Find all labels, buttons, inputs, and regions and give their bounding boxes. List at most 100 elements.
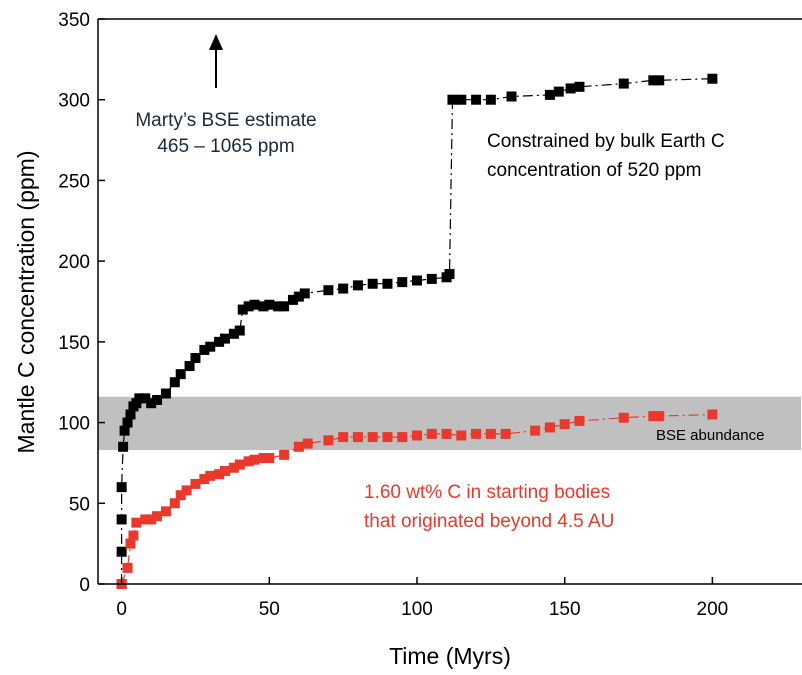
point bbox=[654, 75, 665, 86]
y-axis-title: Mantle C concentration (ppm) bbox=[13, 151, 39, 454]
point bbox=[125, 538, 136, 549]
point bbox=[299, 288, 310, 299]
point bbox=[279, 301, 290, 312]
point bbox=[214, 469, 225, 480]
point bbox=[553, 86, 564, 97]
point bbox=[323, 285, 334, 296]
y-tick-label: 200 bbox=[58, 252, 90, 273]
point bbox=[264, 299, 275, 310]
point bbox=[128, 530, 139, 541]
point bbox=[199, 344, 210, 355]
point bbox=[181, 485, 192, 496]
point bbox=[707, 73, 718, 84]
point bbox=[485, 428, 496, 439]
point bbox=[160, 506, 171, 517]
point bbox=[214, 336, 225, 347]
point bbox=[118, 441, 129, 452]
point bbox=[220, 466, 231, 476]
x-tick-label: 0 bbox=[116, 599, 127, 620]
point bbox=[648, 75, 659, 86]
annotation: that originated beyond 4.5 AU bbox=[364, 511, 614, 532]
point bbox=[258, 453, 269, 464]
point bbox=[441, 428, 452, 439]
x-tick-label: 100 bbox=[401, 599, 433, 620]
point bbox=[338, 432, 349, 443]
point bbox=[140, 393, 151, 404]
point bbox=[279, 449, 290, 460]
y-tick-label: 350 bbox=[58, 10, 90, 31]
point bbox=[205, 341, 216, 352]
point bbox=[544, 422, 555, 433]
point bbox=[500, 428, 511, 439]
point bbox=[273, 301, 284, 312]
point bbox=[205, 470, 216, 481]
point bbox=[220, 333, 231, 344]
point bbox=[293, 291, 304, 302]
point bbox=[485, 94, 496, 105]
annotation: Constrained by bulk Earth C bbox=[487, 131, 725, 152]
point bbox=[412, 275, 423, 286]
y-tick-label: 0 bbox=[79, 575, 90, 596]
bse-band bbox=[98, 396, 801, 451]
point bbox=[367, 278, 378, 289]
point bbox=[116, 482, 127, 493]
point bbox=[146, 398, 157, 409]
point bbox=[648, 411, 659, 422]
point bbox=[506, 91, 517, 102]
point bbox=[565, 83, 576, 94]
arrow-head bbox=[209, 34, 223, 50]
point bbox=[574, 415, 585, 426]
point bbox=[426, 428, 437, 439]
point bbox=[234, 325, 245, 336]
point bbox=[152, 394, 163, 405]
point bbox=[228, 462, 239, 473]
annotation: Marty’s BSE estimate bbox=[135, 110, 316, 131]
point bbox=[134, 393, 145, 404]
point bbox=[190, 353, 201, 363]
point bbox=[140, 514, 151, 525]
point bbox=[160, 388, 171, 399]
point bbox=[169, 377, 180, 388]
y-tick-label: 250 bbox=[58, 171, 90, 192]
point bbox=[559, 419, 570, 430]
point bbox=[237, 304, 248, 315]
point bbox=[228, 328, 239, 339]
annotation: 1.60 wt% C in starting bodies bbox=[364, 482, 610, 503]
point bbox=[199, 474, 210, 485]
band-label: BSE abundance bbox=[656, 427, 764, 444]
point bbox=[618, 78, 629, 89]
point bbox=[243, 456, 254, 467]
point bbox=[367, 432, 378, 443]
point bbox=[243, 301, 254, 312]
point bbox=[444, 269, 455, 280]
point bbox=[382, 432, 393, 443]
point bbox=[471, 428, 482, 439]
x-tick-label: 150 bbox=[549, 599, 581, 620]
y-tick-label: 150 bbox=[58, 333, 90, 354]
point bbox=[122, 417, 133, 428]
y-tick-label: 100 bbox=[58, 414, 90, 435]
point bbox=[456, 430, 467, 441]
y-tick-label: 50 bbox=[69, 494, 90, 515]
x-axis-title: Time (Myrs) bbox=[389, 643, 511, 669]
point bbox=[447, 94, 458, 105]
point bbox=[119, 425, 130, 436]
point bbox=[249, 299, 260, 310]
point bbox=[352, 432, 363, 443]
point bbox=[249, 454, 260, 465]
point bbox=[456, 94, 467, 105]
point bbox=[382, 278, 393, 289]
point bbox=[574, 81, 585, 92]
point bbox=[258, 301, 269, 312]
point bbox=[302, 438, 313, 449]
point bbox=[412, 430, 423, 441]
point bbox=[131, 517, 142, 528]
point bbox=[707, 409, 718, 420]
annotation: 465 – 1065 ppm bbox=[157, 136, 294, 157]
point bbox=[116, 546, 127, 557]
point bbox=[618, 412, 629, 423]
point bbox=[323, 435, 334, 446]
point bbox=[169, 498, 180, 509]
point bbox=[264, 453, 275, 464]
